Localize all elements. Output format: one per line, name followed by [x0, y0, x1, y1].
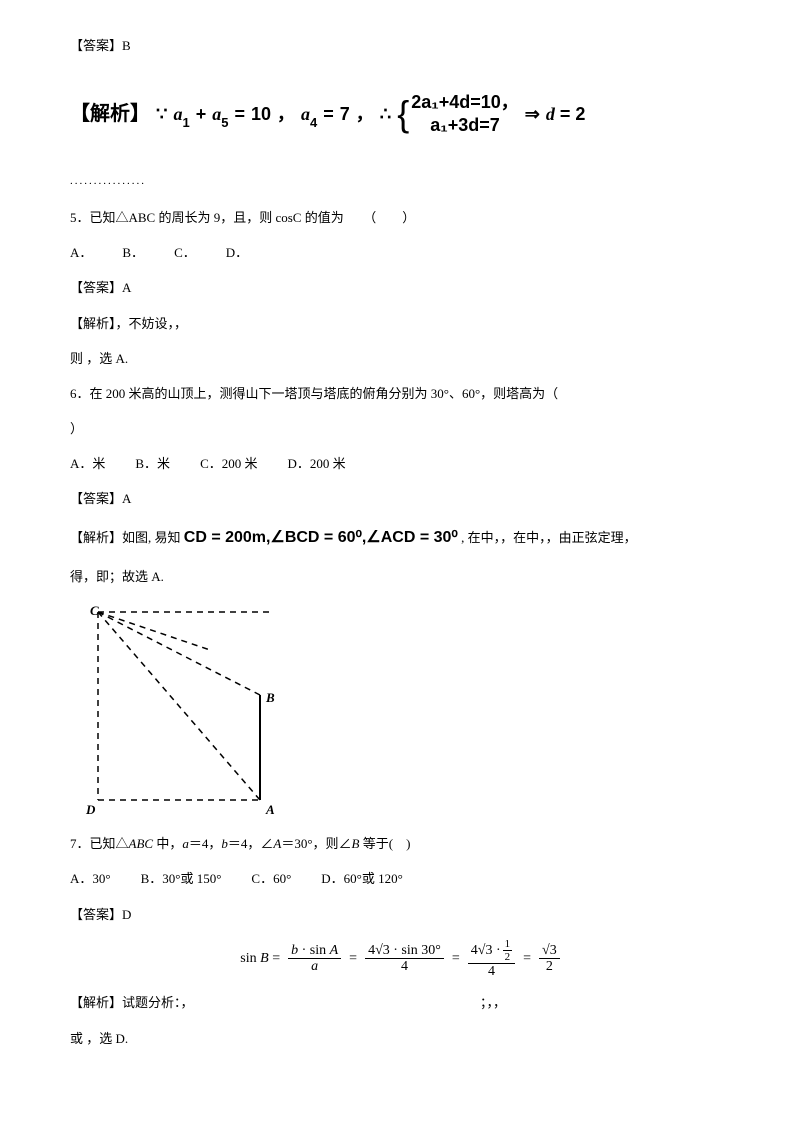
q7-frac4: √3 2 [539, 943, 560, 975]
because-symbol: ∵ [156, 93, 167, 136]
q7-frac1: b · sin A a [288, 943, 341, 975]
q5-opt-a: A． [70, 237, 92, 268]
q5-stem: 5．已知△ABC 的周长为 9，且，则 cosC 的值为 （ ） [70, 202, 730, 233]
q6-stem-a: 6．在 200 米高的山顶上，测得山下一塔顶与塔底的俯角分别为 30°、60°，… [70, 378, 730, 409]
label-d: D [86, 794, 95, 825]
q6-options: A．米 B．米 C．200 米 D．200 米 [70, 448, 730, 479]
q6-opt-b: B．米 [135, 448, 170, 479]
q4-analysis-formula: 【解析】 ∵ a1 + a5 = 10 ， a4 = 7 ， ∴ { 2a₁+4… [70, 71, 730, 157]
q4-term1: a1 [173, 93, 189, 136]
q5-analysis-line2: 则 ，选 A. [70, 343, 730, 374]
q6-diagram-svg [70, 600, 290, 820]
q6-figure: C B D A [70, 600, 290, 820]
q5-analysis: 【解析】，不妨设，， [70, 308, 730, 339]
q6-formula: CD = 200m,∠BCD = 60⁰,∠ACD = 30⁰ [184, 529, 458, 546]
q4-answer: 【答案】B [70, 30, 730, 61]
q7-opt-a: A．30° [70, 863, 111, 894]
q6-analysis-post: , 在中，，在中，，由正弦定理， [461, 530, 637, 545]
q7-analysis: 【解析】试题分析：， ；，， [70, 987, 730, 1018]
q5-opt-d: D． [226, 237, 248, 268]
q6-answer: 【答案】A [70, 483, 730, 514]
q5-opt-c: C． [174, 237, 196, 268]
q5-options: A． B． C． D． [70, 237, 730, 268]
q7-analysis-line2: 或 ，选 D. [70, 1023, 730, 1054]
q4-brace-eq2: a₁+3d=7 [411, 114, 519, 137]
label-c: C [90, 595, 99, 626]
q7-sinb: sin B = [240, 942, 280, 976]
q7-opt-b: B．30°或 150° [141, 863, 222, 894]
label-b: B [266, 682, 275, 713]
q4-term3: a4 [301, 93, 317, 136]
q4-brace-system: { 2a₁+4d=10， a₁+3d=7 [397, 71, 519, 157]
q5-answer: 【答案】A [70, 272, 730, 303]
q6-stem-b: ） [70, 413, 730, 444]
therefore-symbol: ∴ [380, 93, 391, 136]
q4-analysis-label: 【解析】 [70, 90, 150, 138]
q7-frac2: 4√3 · sin 30° 4 [365, 943, 444, 975]
q6-analysis-line: 【解析】如图, 易知 CD = 200m,∠BCD = 60⁰,∠ACD = 3… [70, 519, 730, 557]
ellipsis-line: ................ [70, 168, 730, 194]
q7-opt-d: D．60°或 120° [321, 863, 403, 894]
q6-analysis-line2: 得，即；故选 A. [70, 561, 730, 592]
q7-frac3: 4√3 · 12 4 [468, 938, 515, 980]
q7-answer: 【答案】D [70, 899, 730, 930]
arrow-symbol: ⇒ [525, 93, 540, 136]
q6-opt-c: C．200 米 [200, 448, 257, 479]
line-ca [98, 612, 260, 800]
q7-options: A．30° B．30°或 150° C．60° D．60°或 120° [70, 863, 730, 894]
q7-formula-row: sin B = b · sin A a = 4√3 · sin 30° 4 = … [70, 938, 730, 980]
label-a: A [266, 794, 275, 825]
q7-stem: 7．已知△ABC 中，a＝4，b＝4，∠A＝30°，则∠B 等于( ) [70, 828, 730, 859]
q4-term2: a5 [212, 93, 228, 136]
q6-opt-d: D．200 米 [287, 448, 345, 479]
q4-result: d = 2 [546, 93, 586, 136]
q7-opt-c: C．60° [251, 863, 291, 894]
q6-analysis-pre: 【解析】如图, 易知 [70, 530, 181, 545]
q4-brace-eq1: 2a₁+4d=10， [411, 91, 519, 114]
q5-opt-b: B． [122, 237, 144, 268]
line-cb [98, 612, 260, 695]
q6-opt-a: A．米 [70, 448, 105, 479]
